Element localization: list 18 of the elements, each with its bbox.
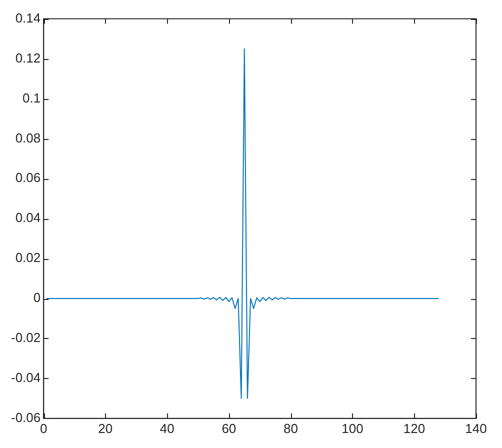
y-tick-label: 0.14 bbox=[15, 10, 41, 26]
y-tick-label: 0.02 bbox=[15, 250, 41, 266]
x-tick-label: 60 bbox=[222, 420, 236, 436]
x-tick-label: 40 bbox=[160, 420, 174, 436]
y-tick-label: 0.04 bbox=[15, 210, 41, 226]
x-tick-label: 120 bbox=[403, 420, 426, 436]
y-tick-label: -0.04 bbox=[10, 370, 41, 386]
x-tick-label: 140 bbox=[465, 420, 487, 436]
x-tick-label: 80 bbox=[283, 420, 298, 436]
y-tick-label: -0.06 bbox=[10, 410, 41, 425]
x-tick-label: 100 bbox=[342, 420, 364, 436]
x-tick-label: 20 bbox=[98, 420, 113, 436]
y-tick-label: 0.06 bbox=[15, 170, 41, 186]
y-tick-label: 0 bbox=[33, 290, 41, 306]
y-tick-label: 0.12 bbox=[15, 50, 41, 66]
y-tick-label: -0.02 bbox=[10, 330, 41, 346]
y-tick-label: 0.1 bbox=[22, 90, 41, 106]
y-tick-label: 0.08 bbox=[15, 130, 41, 146]
